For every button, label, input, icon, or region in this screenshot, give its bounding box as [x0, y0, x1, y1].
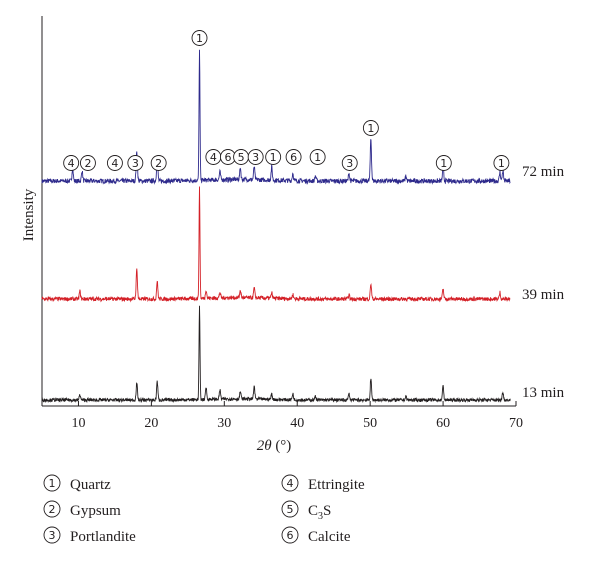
annotation-number: 1: [498, 157, 505, 170]
annotation-number: 3: [252, 151, 259, 164]
series-label-13: 13 min: [522, 385, 565, 401]
annotation-marker: 3: [127, 155, 144, 171]
annotation-marker: 5: [233, 149, 250, 165]
svg-text:Portlandite: Portlandite: [70, 529, 136, 545]
annotation-number: 6: [224, 151, 231, 164]
annotation-circle: [435, 155, 452, 171]
annotation-marker: 1: [309, 149, 326, 165]
annotation-number: 1: [367, 122, 374, 135]
annotation-marker: 4: [63, 155, 80, 171]
svg-text:C3S: C3S: [308, 503, 331, 522]
annotation-number: 1: [440, 157, 447, 170]
annotation-number: 2: [155, 157, 162, 170]
annotation-marker: 1: [362, 120, 379, 136]
annotation-marker: 2: [150, 155, 167, 171]
svg-text:Calcite: Calcite: [308, 529, 351, 545]
series-line-72-min: [41, 49, 511, 185]
annotation-number: 4: [68, 157, 75, 170]
annotation-marker: 1: [435, 155, 452, 171]
legend-item-gypsum: 2 Gypsum: [43, 500, 121, 519]
legend-item-c3s: 5 C3S: [281, 500, 331, 522]
annotation-marker: 4: [205, 149, 222, 165]
annotation-marker: 4: [106, 155, 123, 171]
legend-item-portlandite: 3 Portlandite: [43, 526, 136, 545]
legend-item-calcite: 6 Calcite: [281, 526, 351, 545]
x-tick-label: 30: [217, 416, 231, 431]
annotation-number: 5: [238, 151, 245, 164]
y-axis-label: Intensity: [21, 188, 37, 241]
annotation-marker: 1: [265, 149, 282, 165]
annotation-circle: [247, 149, 264, 165]
annotation-number: 4: [111, 157, 118, 170]
annotation-circle: [285, 149, 302, 165]
annotation-circle: [191, 30, 208, 46]
series-line-39-min: [41, 186, 511, 303]
svg-text:6: 6: [287, 529, 294, 542]
annotation-marker: 2: [79, 155, 96, 171]
x-tick-label: 60: [436, 416, 450, 431]
phase-annotations: 114 2 4 3 2 4 6 5 3 1 6 1 3 1 1: [63, 30, 510, 171]
annotation-number: 3: [132, 157, 139, 170]
annotation-circle: [127, 155, 144, 171]
series-layer: [41, 49, 511, 404]
svg-text:Quartz: Quartz: [70, 477, 111, 493]
annotation-circle: [362, 120, 379, 136]
annotation-marker: 1: [493, 155, 510, 171]
series-line-13-min: [41, 305, 511, 404]
x-axis-label-unit: (°): [275, 438, 291, 454]
x-axis-label: 2θ (°): [257, 438, 292, 454]
x-tick-label: 70: [509, 416, 523, 431]
legend: 1 Quartz 2 Gypsum 3 Portlandite 4 Ettrin…: [43, 474, 365, 545]
legend-item-ettringite: 4 Ettringite: [281, 474, 365, 493]
annotation-circle: [309, 149, 326, 165]
svg-text:1: 1: [49, 477, 56, 490]
annotation-number: 1: [314, 151, 321, 164]
annotation-number: 6: [290, 151, 297, 164]
annotation-circle: [106, 155, 123, 171]
annotation-circle: [79, 155, 96, 171]
series-label-39: 39 min: [522, 287, 565, 303]
annotation-circle: [341, 155, 358, 171]
annotation-marker: 1: [191, 30, 208, 46]
annotation-number: 3: [346, 157, 353, 170]
annotation-circle: [493, 155, 510, 171]
annotation-number: 2: [84, 157, 91, 170]
annotation-circle: [63, 155, 80, 171]
x-tick-label: 50: [363, 416, 377, 431]
svg-text:4: 4: [287, 477, 294, 490]
annotation-marker: 3: [341, 155, 358, 171]
x-tick-label: 40: [290, 416, 304, 431]
series-label-72: 72 min: [522, 164, 565, 180]
annotation-circle: [265, 149, 282, 165]
annotation-number: 1: [196, 32, 203, 45]
annotation-number: 4: [210, 151, 217, 164]
annotation-circle: [150, 155, 167, 171]
svg-text:Ettringite: Ettringite: [308, 477, 365, 493]
svg-text:Gypsum: Gypsum: [70, 503, 121, 519]
svg-text:5: 5: [287, 503, 294, 516]
annotation-marker: 6: [285, 149, 302, 165]
legend-item-quartz: 1 Quartz: [43, 474, 111, 493]
annotation-marker: 3: [247, 149, 264, 165]
x-tick-label: 20: [144, 416, 158, 431]
x-axis-label-symbol: 2θ: [257, 438, 273, 454]
x-tick-label: 10: [71, 416, 85, 431]
annotation-number: 1: [270, 151, 277, 164]
svg-text:2: 2: [49, 503, 56, 516]
svg-text:3: 3: [49, 529, 56, 542]
x-ticks: 10 20 30 40 50 60 70: [71, 401, 523, 431]
